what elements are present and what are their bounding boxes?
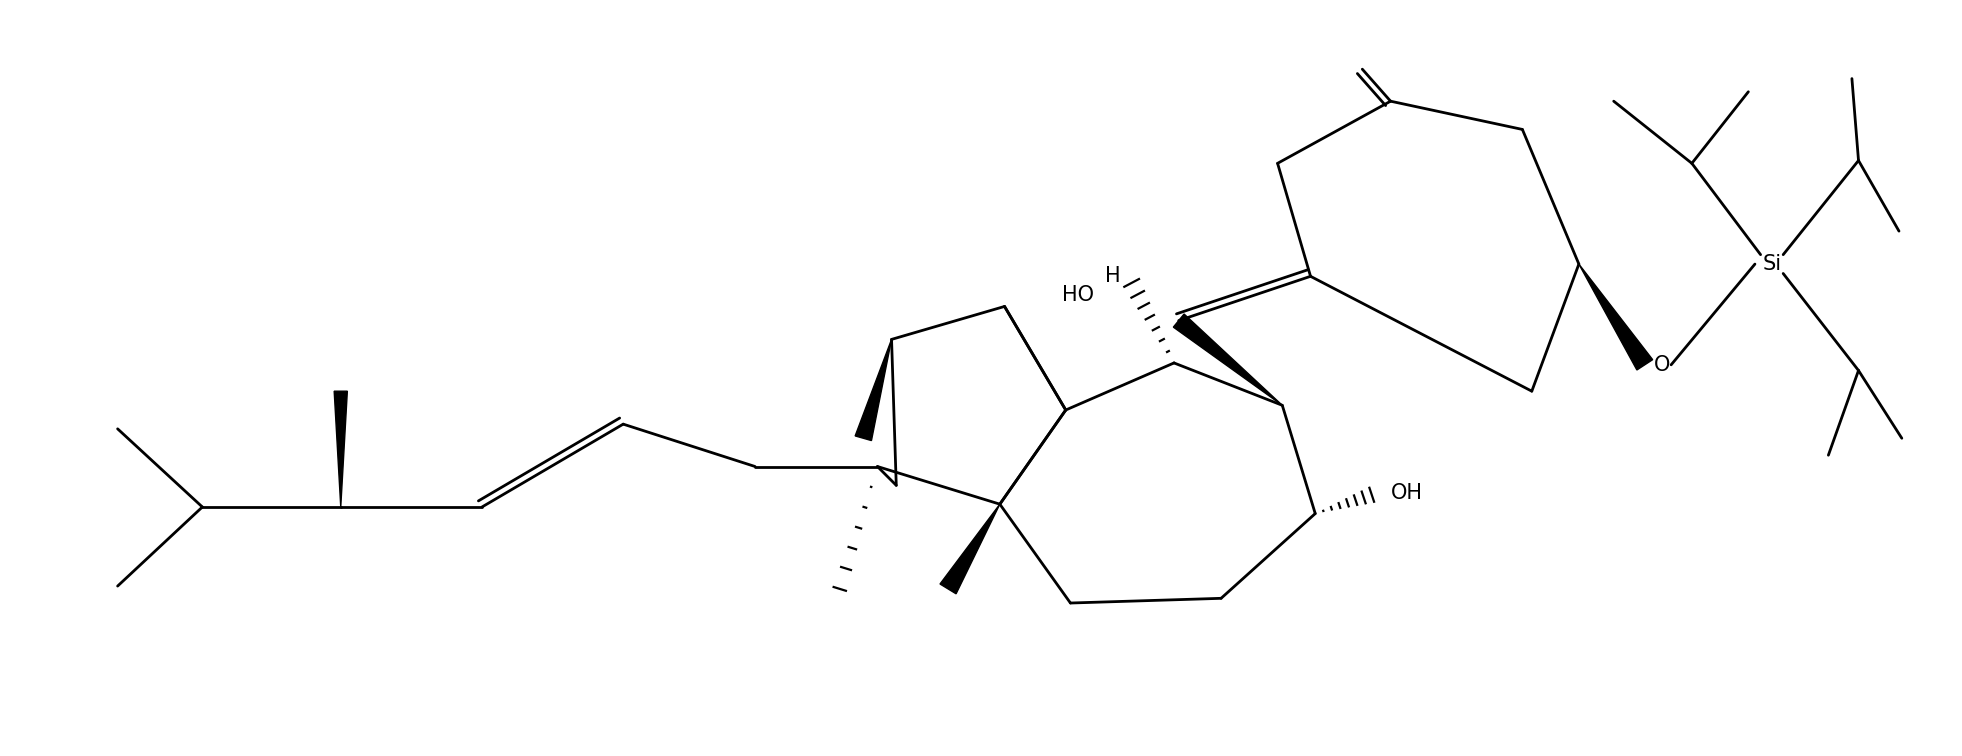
Text: O: O (1654, 355, 1670, 375)
Text: Si: Si (1762, 254, 1781, 274)
Polygon shape (1173, 314, 1283, 405)
Polygon shape (855, 339, 891, 441)
Text: H: H (1105, 266, 1120, 287)
Polygon shape (1579, 264, 1652, 370)
Polygon shape (940, 504, 1001, 593)
Text: OH: OH (1391, 483, 1422, 503)
Text: HO: HO (1061, 285, 1095, 305)
Polygon shape (334, 391, 347, 507)
